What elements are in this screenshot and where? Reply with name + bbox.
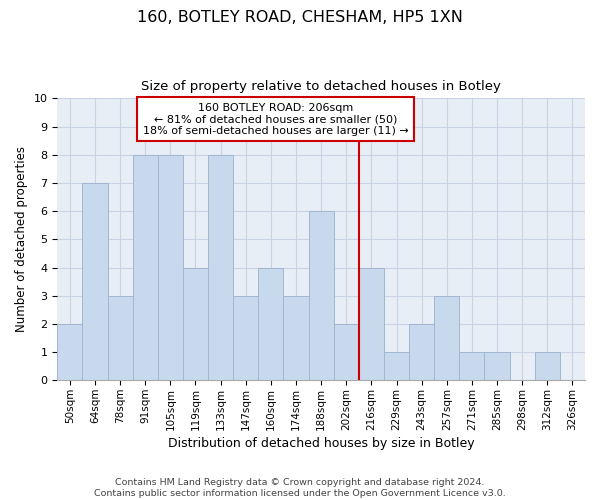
Bar: [183, 268, 208, 380]
X-axis label: Distribution of detached houses by size in Botley: Distribution of detached houses by size …: [168, 437, 475, 450]
Bar: [208, 154, 233, 380]
Bar: [484, 352, 509, 380]
Text: 160 BOTLEY ROAD: 206sqm
← 81% of detached houses are smaller (50)
18% of semi-de: 160 BOTLEY ROAD: 206sqm ← 81% of detache…: [143, 102, 409, 136]
Text: Contains HM Land Registry data © Crown copyright and database right 2024.
Contai: Contains HM Land Registry data © Crown c…: [94, 478, 506, 498]
Bar: [308, 211, 334, 380]
Bar: [434, 296, 460, 380]
Bar: [535, 352, 560, 380]
Bar: [384, 352, 409, 380]
Bar: [107, 296, 133, 380]
Bar: [334, 324, 359, 380]
Text: 160, BOTLEY ROAD, CHESHAM, HP5 1XN: 160, BOTLEY ROAD, CHESHAM, HP5 1XN: [137, 10, 463, 25]
Bar: [158, 154, 183, 380]
Bar: [359, 268, 384, 380]
Bar: [233, 296, 259, 380]
Bar: [133, 154, 158, 380]
Bar: [460, 352, 484, 380]
Bar: [82, 183, 107, 380]
Bar: [57, 324, 82, 380]
Bar: [283, 296, 308, 380]
Bar: [409, 324, 434, 380]
Title: Size of property relative to detached houses in Botley: Size of property relative to detached ho…: [141, 80, 501, 93]
Y-axis label: Number of detached properties: Number of detached properties: [15, 146, 28, 332]
Bar: [259, 268, 283, 380]
